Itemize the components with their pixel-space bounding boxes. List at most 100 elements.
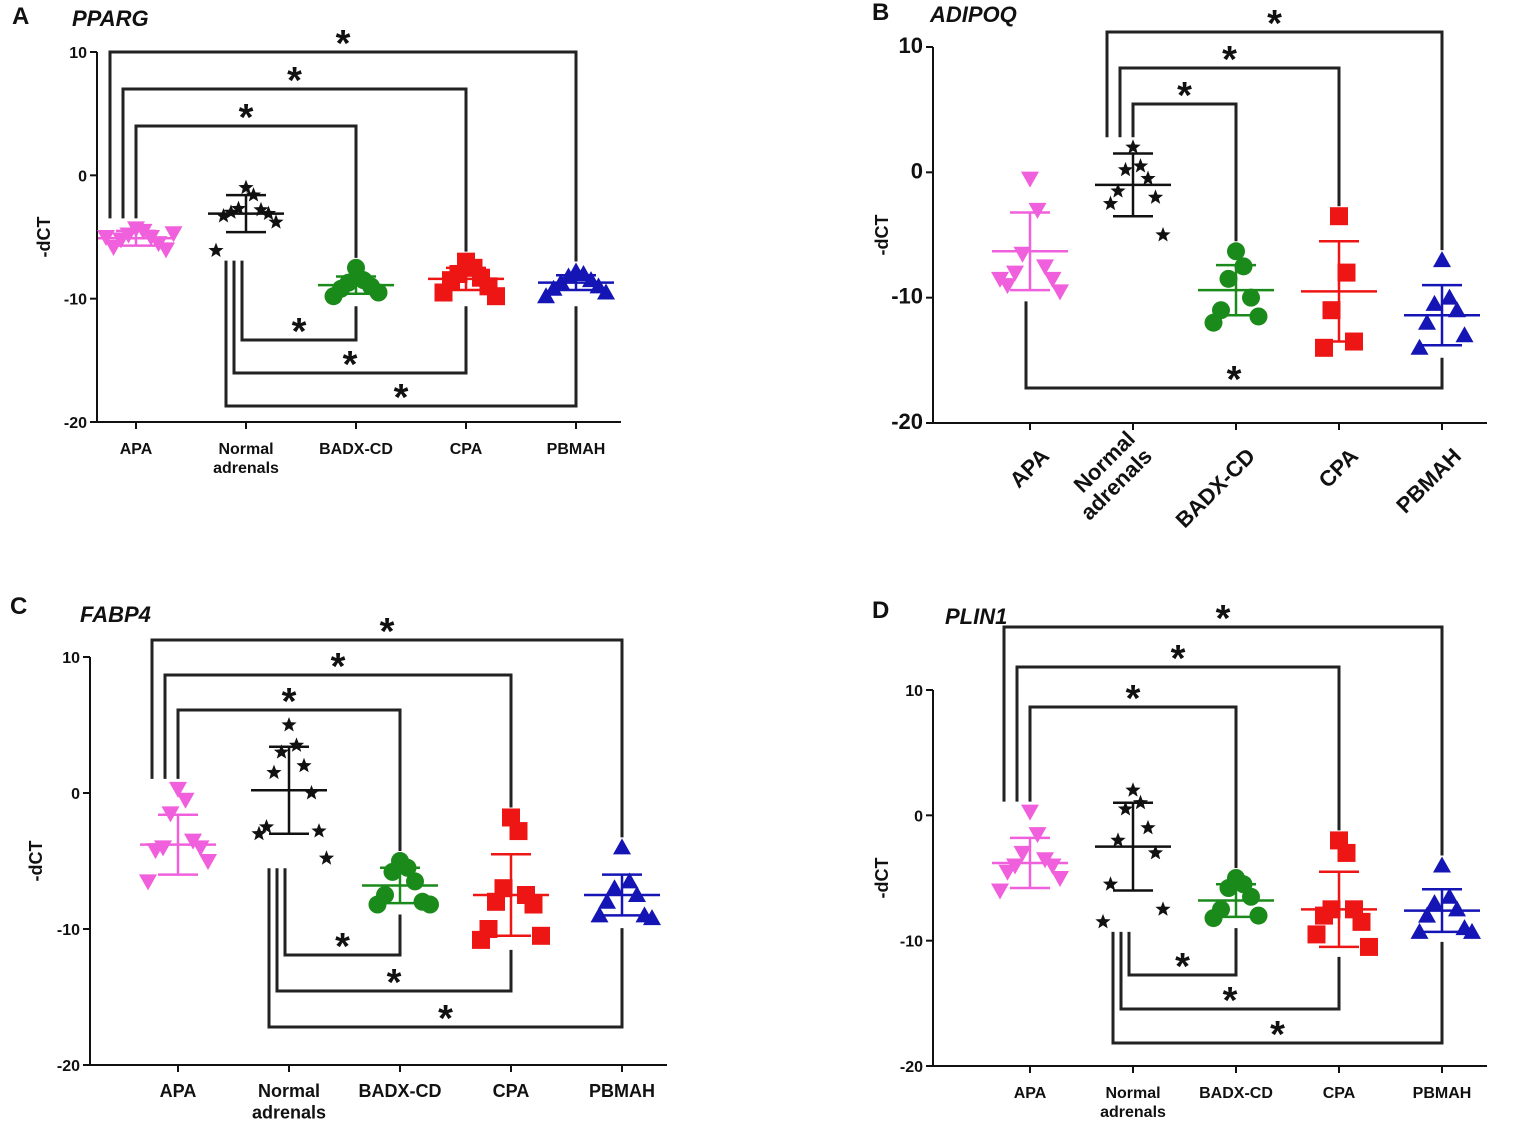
point xyxy=(176,792,195,809)
significance-bracket xyxy=(1015,665,1341,831)
point xyxy=(1204,313,1223,332)
point xyxy=(1036,259,1054,276)
significance-label: * xyxy=(1223,980,1238,1022)
y-tick-label: -10 xyxy=(891,284,923,309)
panel-label: C xyxy=(10,593,27,620)
chart-title: FABP4 xyxy=(80,602,151,627)
significance-bracket xyxy=(1131,102,1238,242)
point xyxy=(238,179,254,195)
significance-label: * xyxy=(292,311,307,353)
point xyxy=(1463,922,1481,939)
y-axis-label: -dCT xyxy=(34,217,54,258)
x-tick-label: BADX-CD xyxy=(1171,443,1260,532)
point xyxy=(104,239,123,256)
point xyxy=(1021,804,1039,821)
point xyxy=(1249,307,1268,326)
point xyxy=(598,892,616,909)
point xyxy=(1440,887,1459,904)
point xyxy=(266,764,282,780)
point xyxy=(1425,294,1444,311)
y-tick-label: 0 xyxy=(911,158,923,183)
point xyxy=(1102,195,1119,211)
point xyxy=(1028,202,1047,219)
point xyxy=(199,854,217,870)
point xyxy=(544,279,563,296)
point xyxy=(1125,139,1141,154)
significance-bracket xyxy=(224,260,578,408)
point xyxy=(1433,251,1451,268)
significance-bracket xyxy=(1111,931,1444,1045)
point xyxy=(1006,265,1024,282)
point xyxy=(1147,189,1164,204)
y-tick-label: 10 xyxy=(62,650,80,667)
significance-label: * xyxy=(1171,638,1186,680)
significance-bracket xyxy=(232,260,468,375)
point xyxy=(1204,909,1223,928)
point xyxy=(1448,900,1466,917)
point xyxy=(258,819,275,834)
significance-bracket xyxy=(1024,301,1444,390)
y-tick-label: 0 xyxy=(78,168,87,185)
point xyxy=(268,214,284,229)
point xyxy=(1021,171,1039,188)
point xyxy=(620,872,639,889)
significance-label: * xyxy=(343,344,358,386)
point xyxy=(1418,906,1436,923)
y-axis-label: -dCT xyxy=(26,841,46,882)
point xyxy=(1418,313,1436,330)
point xyxy=(1337,263,1356,282)
point xyxy=(253,201,269,217)
significance-label: * xyxy=(336,23,351,65)
point xyxy=(1425,894,1444,911)
point xyxy=(1410,338,1429,355)
point xyxy=(1013,845,1032,862)
significance-label: * xyxy=(282,681,297,723)
point xyxy=(1242,288,1260,307)
point xyxy=(1322,301,1341,320)
point xyxy=(1095,913,1111,929)
chart-title: ADIPOQ xyxy=(929,2,1017,27)
y-tick-label: -10 xyxy=(57,922,80,939)
point xyxy=(991,883,1009,900)
point xyxy=(369,283,388,302)
y-tick-label: 10 xyxy=(899,33,923,58)
x-tick-label: PBMAH xyxy=(1391,443,1466,518)
point xyxy=(1352,912,1371,931)
point xyxy=(1315,338,1333,357)
point xyxy=(643,909,661,926)
significance-bracket xyxy=(108,50,578,262)
y-tick-label: -10 xyxy=(900,934,923,951)
point xyxy=(318,850,335,865)
significance-bracket xyxy=(275,868,513,993)
significance-label: * xyxy=(1267,3,1282,45)
point xyxy=(1219,269,1238,288)
significance-label: * xyxy=(387,962,402,1004)
significance-bracket xyxy=(1105,30,1444,251)
point xyxy=(288,737,305,752)
point xyxy=(1140,819,1156,835)
point xyxy=(524,895,543,914)
x-tick-label: Normaladrenals xyxy=(1058,426,1157,525)
significance-label: * xyxy=(335,926,350,968)
point xyxy=(1315,906,1333,925)
x-tick-label: APA xyxy=(120,441,153,458)
significance-label: * xyxy=(1126,678,1141,720)
point xyxy=(1132,158,1149,173)
significance-label: * xyxy=(287,60,302,102)
significance-bracket xyxy=(283,868,402,957)
y-tick-label: 0 xyxy=(914,808,923,825)
point xyxy=(1234,257,1253,276)
point xyxy=(991,271,1009,288)
point xyxy=(1155,227,1171,242)
point xyxy=(509,822,528,841)
y-tick-label: 0 xyxy=(71,786,80,803)
point xyxy=(1155,901,1171,916)
y-axis-label: -dCT xyxy=(872,215,892,256)
y-tick-label: -10 xyxy=(64,292,87,309)
point xyxy=(998,864,1017,881)
point xyxy=(472,930,490,949)
x-tick-label: CPA xyxy=(450,441,483,458)
point xyxy=(1051,284,1069,301)
